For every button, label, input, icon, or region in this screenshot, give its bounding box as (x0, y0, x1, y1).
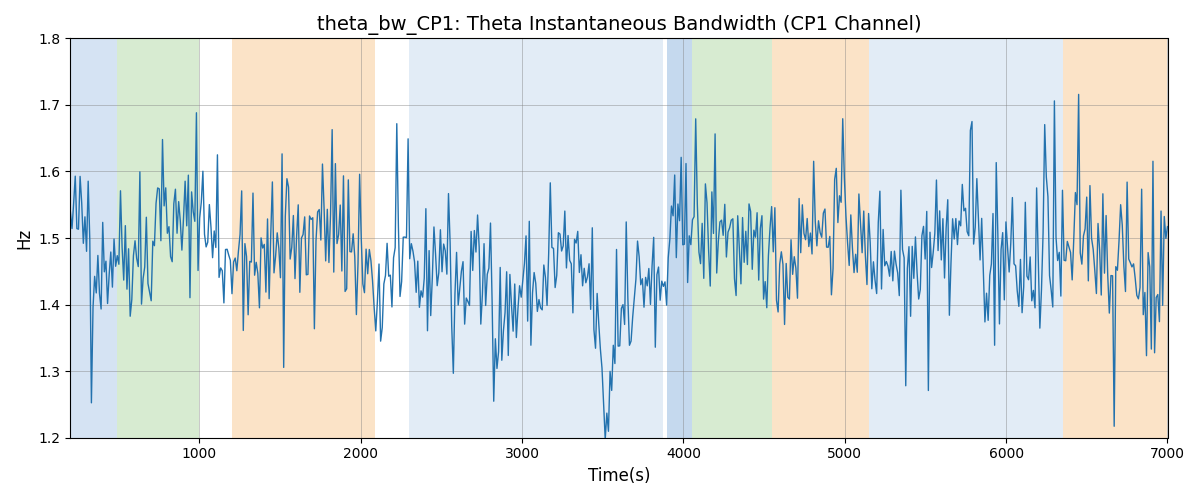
Bar (1063, 38, 1168, 438)
X-axis label: Time(s): Time(s) (588, 467, 650, 485)
Bar (773, 38, 869, 438)
Bar (667, 38, 691, 438)
Bar (869, 38, 1063, 438)
Y-axis label: Hz: Hz (14, 228, 32, 248)
Bar (232, 38, 376, 438)
Bar (691, 38, 773, 438)
Bar (118, 38, 199, 438)
Title: theta_bw_CP1: Theta Instantaneous Bandwidth (CP1 Channel): theta_bw_CP1: Theta Instantaneous Bandwi… (317, 15, 922, 35)
Bar (71, 38, 118, 438)
Bar (409, 38, 662, 438)
